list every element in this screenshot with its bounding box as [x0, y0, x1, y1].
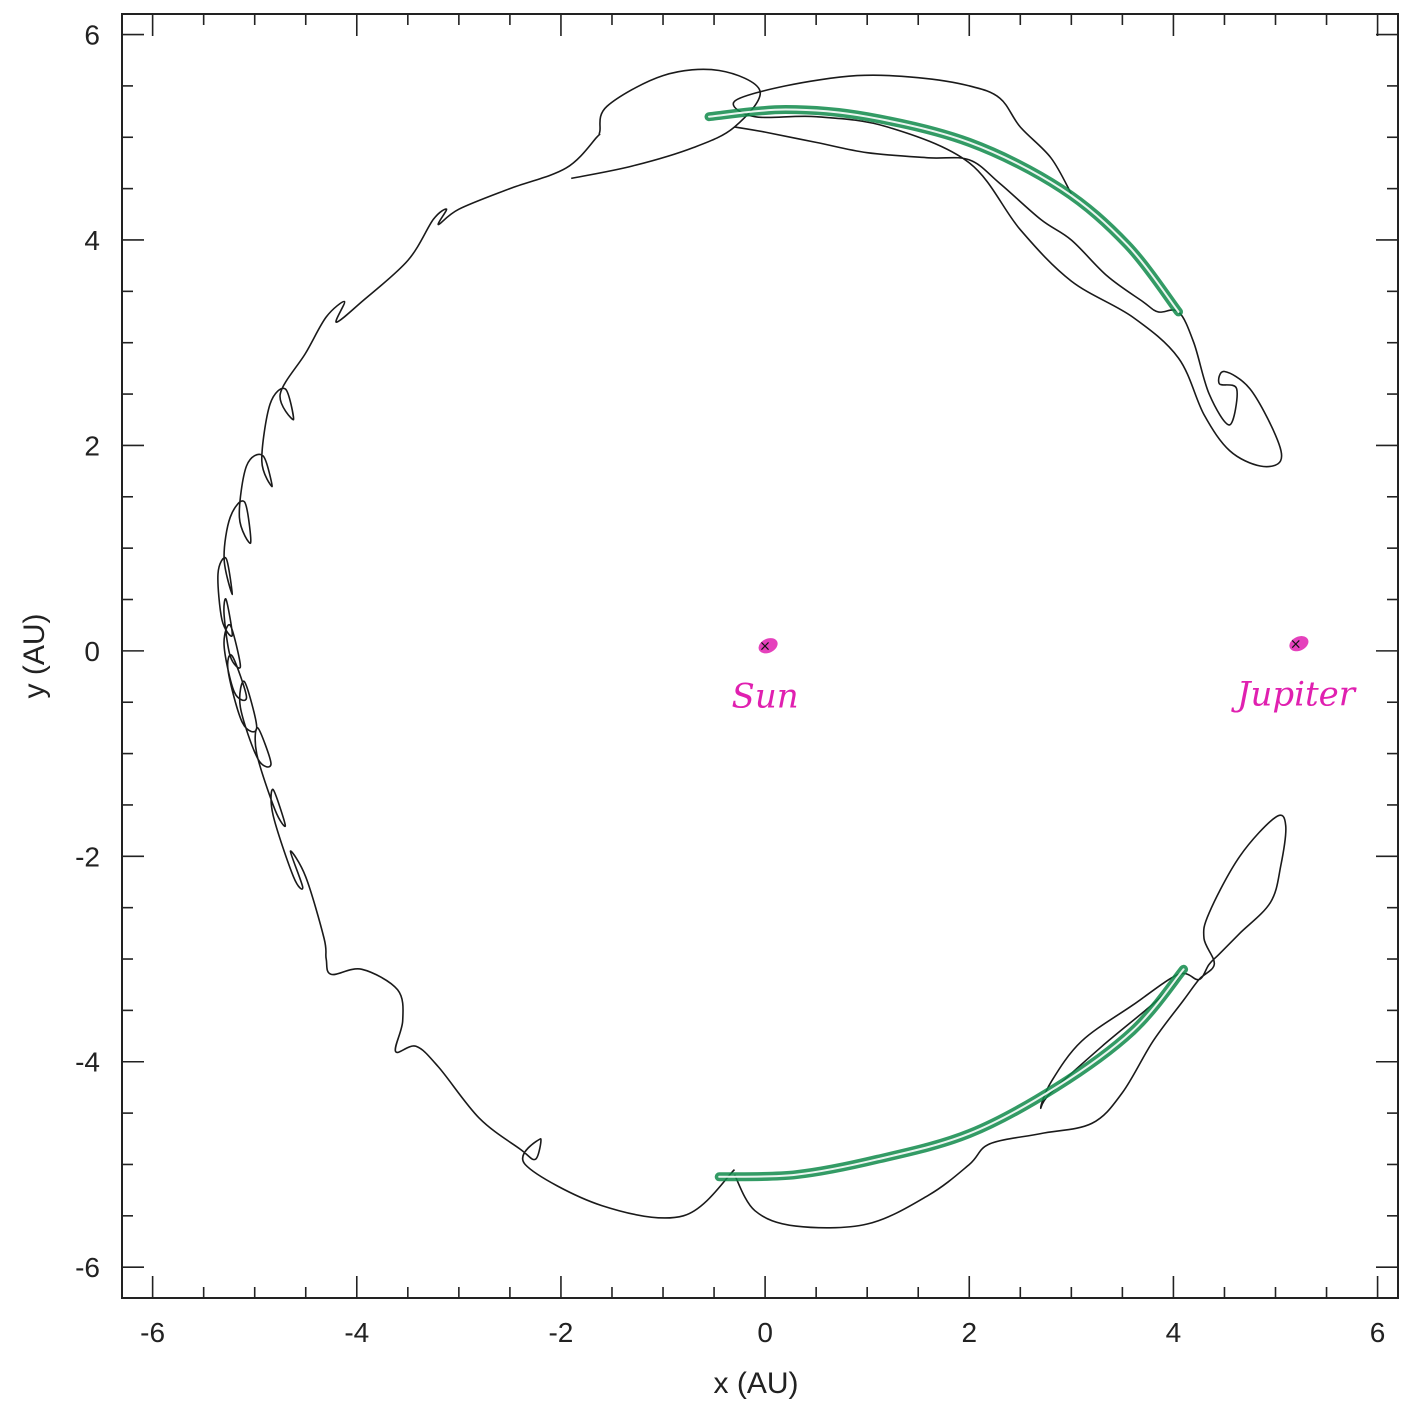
y-axis-title: y (AU)	[18, 614, 51, 699]
jupiter-marker	[1289, 636, 1309, 652]
x-tick-label: -2	[548, 1317, 573, 1348]
y-tick-label: -4	[75, 1047, 100, 1078]
x-tick-label: 6	[1370, 1317, 1386, 1348]
highlight-arc-1	[704, 104, 1183, 317]
y-tick-label: 2	[84, 430, 100, 461]
x-tick-label: 2	[961, 1317, 977, 1348]
jupiter-cross-icon: ×	[1290, 637, 1302, 653]
axis-ticks	[122, 14, 1398, 1298]
jupiter-label: Jupiter	[1231, 675, 1357, 715]
y-tick-label: -2	[75, 841, 100, 872]
sun-label: Sun	[732, 677, 799, 717]
y-tick-label: 6	[84, 20, 100, 51]
y-tick-label: 0	[84, 636, 100, 667]
highlight-arc-center-1	[708, 108, 1180, 313]
y-tick-label: -6	[75, 1252, 100, 1283]
orbit-series	[217, 68, 1287, 1229]
orbit-path-2	[732, 74, 1283, 468]
orbit-path-3	[733, 814, 1287, 1229]
highlight-arcs	[704, 104, 1189, 1182]
x-tick-label: -4	[344, 1317, 369, 1348]
x-tick-label: 4	[1166, 1317, 1182, 1348]
x-axis-title: x (AU)	[714, 1367, 799, 1400]
plot-frame	[121, 13, 1399, 1299]
highlight-arc-center-2	[718, 968, 1185, 1178]
bodies: × Sun × Jupiter	[732, 636, 1357, 717]
y-tick-label: 4	[84, 225, 100, 256]
highlight-arc-2	[714, 964, 1189, 1182]
x-tick-label: 0	[757, 1317, 773, 1348]
x-tick-label: -6	[140, 1317, 165, 1348]
tick-labels: -6 -4 -2 0 2 4 6 6 4 2 0 -2 -4 -6	[75, 20, 1385, 1348]
sun-marker	[758, 638, 778, 654]
orbit-path-1	[217, 68, 761, 1219]
sun-cross-icon: ×	[759, 639, 771, 655]
